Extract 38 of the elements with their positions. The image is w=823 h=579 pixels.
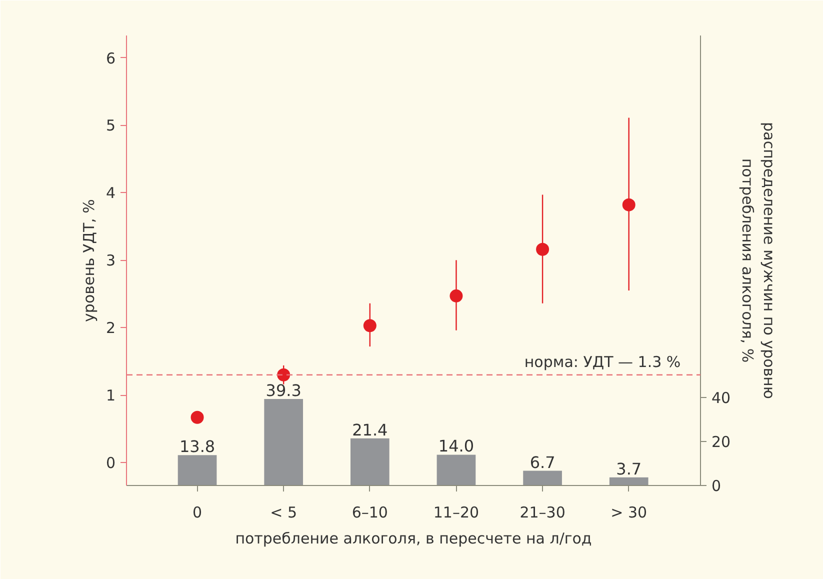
x-tick-label: 21–30 xyxy=(520,504,566,522)
y-tick-label: 5 xyxy=(106,116,116,135)
y2-tick-label: 20 xyxy=(712,432,731,451)
x-tick-label: 6–10 xyxy=(352,504,388,522)
data-label: 14.0 xyxy=(438,436,474,456)
bar xyxy=(350,438,390,486)
point xyxy=(190,410,204,424)
x-axis-title: потребление алкоголя, в пересчете на л/год xyxy=(235,530,592,548)
y-tick-label: 4 xyxy=(106,184,116,202)
bar xyxy=(523,470,562,486)
x-tick-label: < 5 xyxy=(270,504,298,522)
y-tick-label: 6 xyxy=(106,49,116,68)
y-tick-label: 1 xyxy=(106,386,116,405)
y2-axis-title: распределение мужчин по уровню потребления алкоголя, % xyxy=(738,122,778,399)
bar xyxy=(436,454,476,486)
point xyxy=(363,319,376,332)
ref-line-label: норма: УДТ — 1.3 % xyxy=(524,352,681,371)
bar xyxy=(609,477,648,486)
y-tick-label: 0 xyxy=(106,454,116,472)
point xyxy=(450,289,463,302)
data-label: 39.3 xyxy=(266,381,302,400)
point xyxy=(622,198,636,212)
data-label: 13.8 xyxy=(179,437,216,456)
bar xyxy=(264,399,304,486)
y2-tick-label: 0 xyxy=(712,477,722,495)
point xyxy=(277,368,290,382)
y2-tick-label: 40 xyxy=(712,388,731,407)
data-label: 3.7 xyxy=(616,459,642,478)
x-tick-label: 11–20 xyxy=(433,504,480,522)
data-label: 21.4 xyxy=(352,420,388,440)
y-tick-label: 3 xyxy=(106,252,116,270)
x-tick-label: > 30 xyxy=(610,504,648,522)
x-tick-label: 0 xyxy=(192,504,202,522)
y-axis-title: уровень УДТ, % xyxy=(80,199,98,322)
bar xyxy=(178,455,217,486)
y-tick-label: 2 xyxy=(106,319,116,338)
point xyxy=(536,242,550,256)
data-label: 6.7 xyxy=(530,452,556,472)
